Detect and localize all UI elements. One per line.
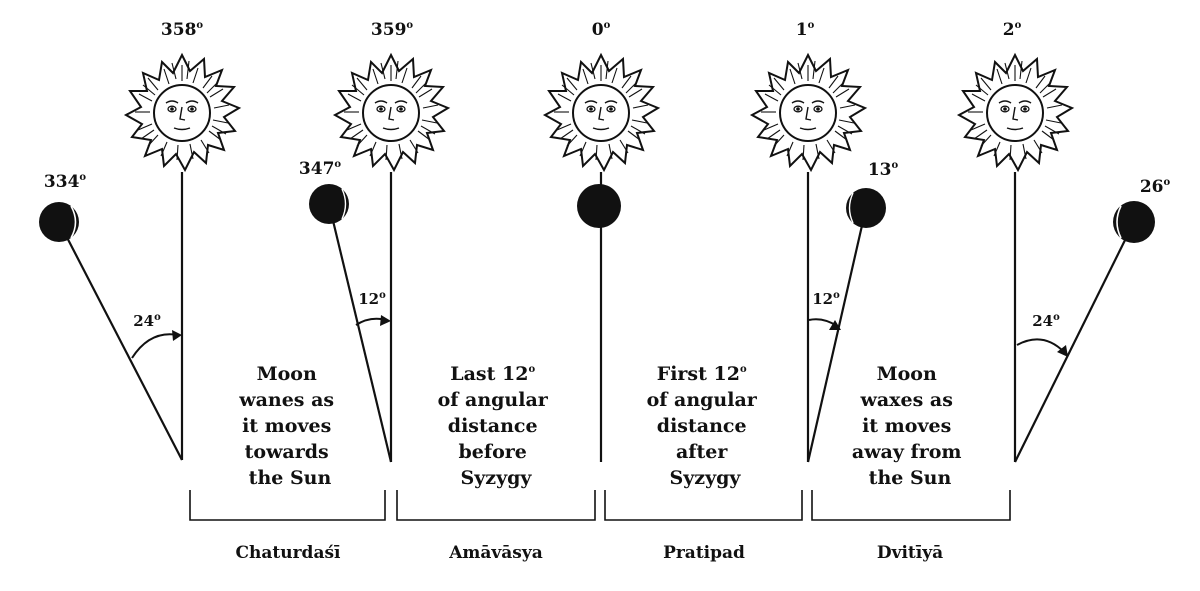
- tithi-label-amavasya: Amāvāsya: [448, 543, 543, 563]
- angle-label: 24o: [1032, 312, 1060, 330]
- tithi-label-chaturdasi: Chaturdaśī: [235, 543, 341, 563]
- description-before-syzygy: Last 12o of angular distance before Syzy…: [438, 355, 555, 489]
- description-waning: Moon wanes as it moves towards the Sun: [238, 363, 341, 489]
- bracket-pratipad: [604, 490, 803, 521]
- angle-arc: [131, 330, 182, 359]
- sun-icon: [958, 54, 1073, 171]
- moon-icon: [846, 188, 886, 228]
- moon-stick: [58, 221, 183, 461]
- sun-degree-label: 358o: [161, 20, 204, 40]
- sun-degree-label: 1o: [796, 20, 815, 40]
- description-after-syzygy: First 12o of angular distance after Syzy…: [647, 355, 764, 489]
- bracket-dvitiya: [811, 490, 1011, 521]
- angle-arc: [808, 318, 841, 330]
- moon-stick: [806, 207, 868, 463]
- moon-degree-label: 334o: [44, 172, 87, 192]
- angle-label: 12o: [812, 290, 840, 308]
- bracket-amavasya: [396, 490, 596, 521]
- moon-degree-label: 347o: [299, 159, 342, 179]
- moon-icon: [1113, 201, 1155, 243]
- sun-icon: [544, 54, 659, 171]
- sun-degree-label: 359o: [371, 20, 414, 40]
- tithi-label-dvitiya: Dvitīyā: [877, 543, 943, 563]
- tithi-label-pratipad: Pratipad: [663, 543, 745, 563]
- moon-degree-label: 26o: [1140, 177, 1171, 197]
- sun-icon: [125, 54, 240, 171]
- sun-degree-label: 0o: [592, 20, 611, 40]
- moon-icon: [39, 202, 79, 242]
- angle-arc: [355, 315, 391, 326]
- sun-degree-label: 2o: [1003, 20, 1022, 40]
- moon-degree-label: 13o: [868, 160, 899, 180]
- moon-stick: [327, 203, 393, 463]
- moon-icon: [309, 184, 349, 224]
- bracket-chaturdasi: [189, 490, 386, 521]
- angle-label: 12o: [358, 290, 386, 308]
- moon-icon: [577, 184, 621, 228]
- angle-label: 24o: [133, 312, 161, 330]
- sun-icon: [751, 54, 866, 171]
- sun-icon: [334, 54, 449, 171]
- description-waxing: Moon waxes as it moves away from the Sun: [852, 363, 968, 489]
- moon-stick: [1014, 221, 1135, 463]
- angle-arc: [1016, 338, 1068, 357]
